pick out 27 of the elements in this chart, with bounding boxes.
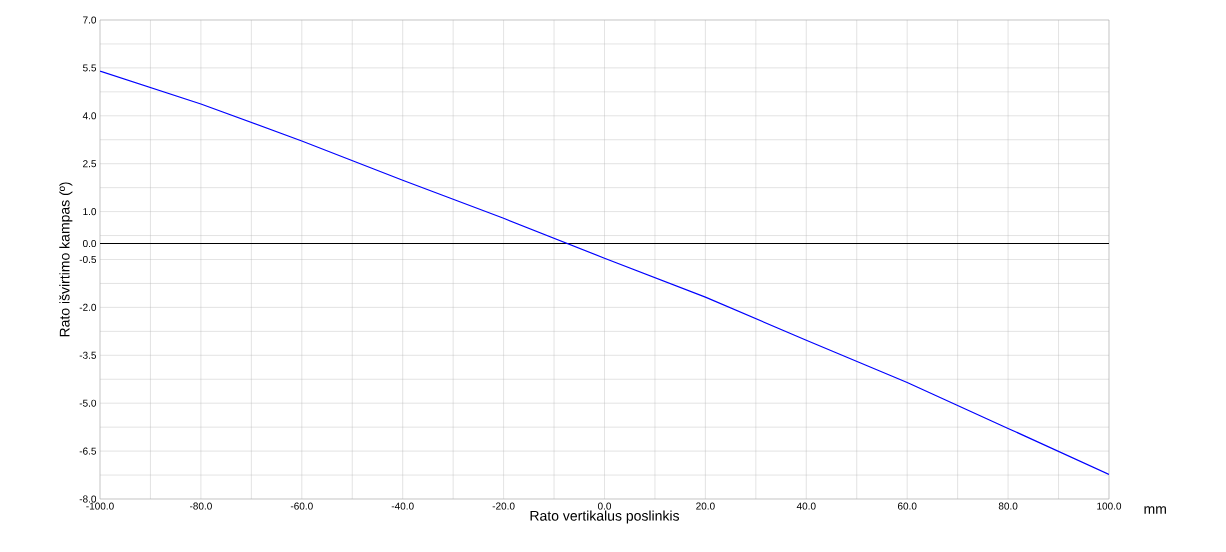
- y-tick-label: 4.0: [82, 112, 97, 120]
- x-tick-label: 80.0: [998, 502, 1018, 510]
- x-tick-label: -100.0: [86, 502, 114, 510]
- y-tick-label: 5.5: [82, 64, 97, 72]
- y-tick-label: -0.5: [79, 255, 97, 264]
- x-tick-label: 60.0: [897, 502, 917, 510]
- x-tick-label: -20.0: [492, 502, 515, 510]
- text: mm: [1144, 506, 1166, 514]
- y-tick-label: -2.0: [79, 303, 97, 311]
- y-tick-label: -8.0: [79, 495, 97, 503]
- y-tick-label: -5.0: [79, 399, 97, 407]
- y-tick-label: -3.5: [79, 351, 97, 359]
- x-tick-label: -60.0: [290, 502, 313, 510]
- y-axis-title: Rato išvirtimo kampas (º): [59, 182, 73, 337]
- x-tick-label: -40.0: [391, 502, 414, 510]
- x-axis-title: Rato vertikalus poslinkis: [530, 510, 680, 524]
- x-tick-label: 20.0: [696, 502, 715, 510]
- y-tick-label: 7.0: [83, 16, 97, 24]
- line-series: [100, 70, 1109, 476]
- x-tick-label: 0.0: [597, 502, 612, 510]
- x-tick-label: 40.0: [796, 502, 816, 510]
- x-tick-label: 100.0: [1097, 502, 1122, 510]
- x-tick-label: -80.0: [189, 502, 212, 510]
- y-tick-label: -6.5: [79, 447, 97, 455]
- y-tick-label: 2.5: [83, 160, 97, 168]
- y-tick-label: 1.0: [83, 208, 97, 216]
- y-tick-label: 0.0: [82, 239, 97, 248]
